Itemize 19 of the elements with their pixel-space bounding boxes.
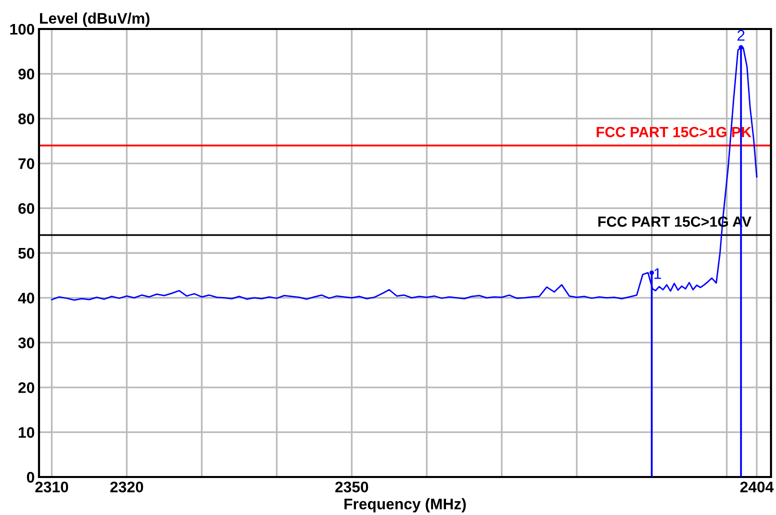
y-axis-title: Level (dBuV/m) bbox=[40, 12, 150, 27]
annotation: 1 bbox=[654, 268, 661, 279]
annotation: 2 bbox=[738, 30, 744, 41]
y-tick-label: 80 bbox=[18, 113, 34, 124]
y-tick-label: 20 bbox=[18, 382, 34, 394]
x-tick-label: 2350 bbox=[335, 482, 368, 492]
y-tick-label: 10 bbox=[18, 427, 34, 438]
y-tick-label: 60 bbox=[18, 203, 34, 214]
y-tick-label: 30 bbox=[18, 337, 34, 348]
y-tick-label: 0 bbox=[26, 472, 34, 483]
y-tick-label: 50 bbox=[18, 248, 34, 259]
x-tick-label: 2320 bbox=[110, 482, 144, 492]
y-tick-label: 70 bbox=[18, 158, 34, 170]
x-tick-label: 2310 bbox=[35, 482, 68, 492]
y-tick-label: 100 bbox=[10, 24, 34, 35]
x-axis-title: Frequency (MHz) bbox=[344, 498, 466, 512]
x-tick-label: 2404 bbox=[740, 482, 774, 492]
y-tick-label: 90 bbox=[18, 68, 34, 80]
y-tick-label: 40 bbox=[18, 292, 34, 304]
